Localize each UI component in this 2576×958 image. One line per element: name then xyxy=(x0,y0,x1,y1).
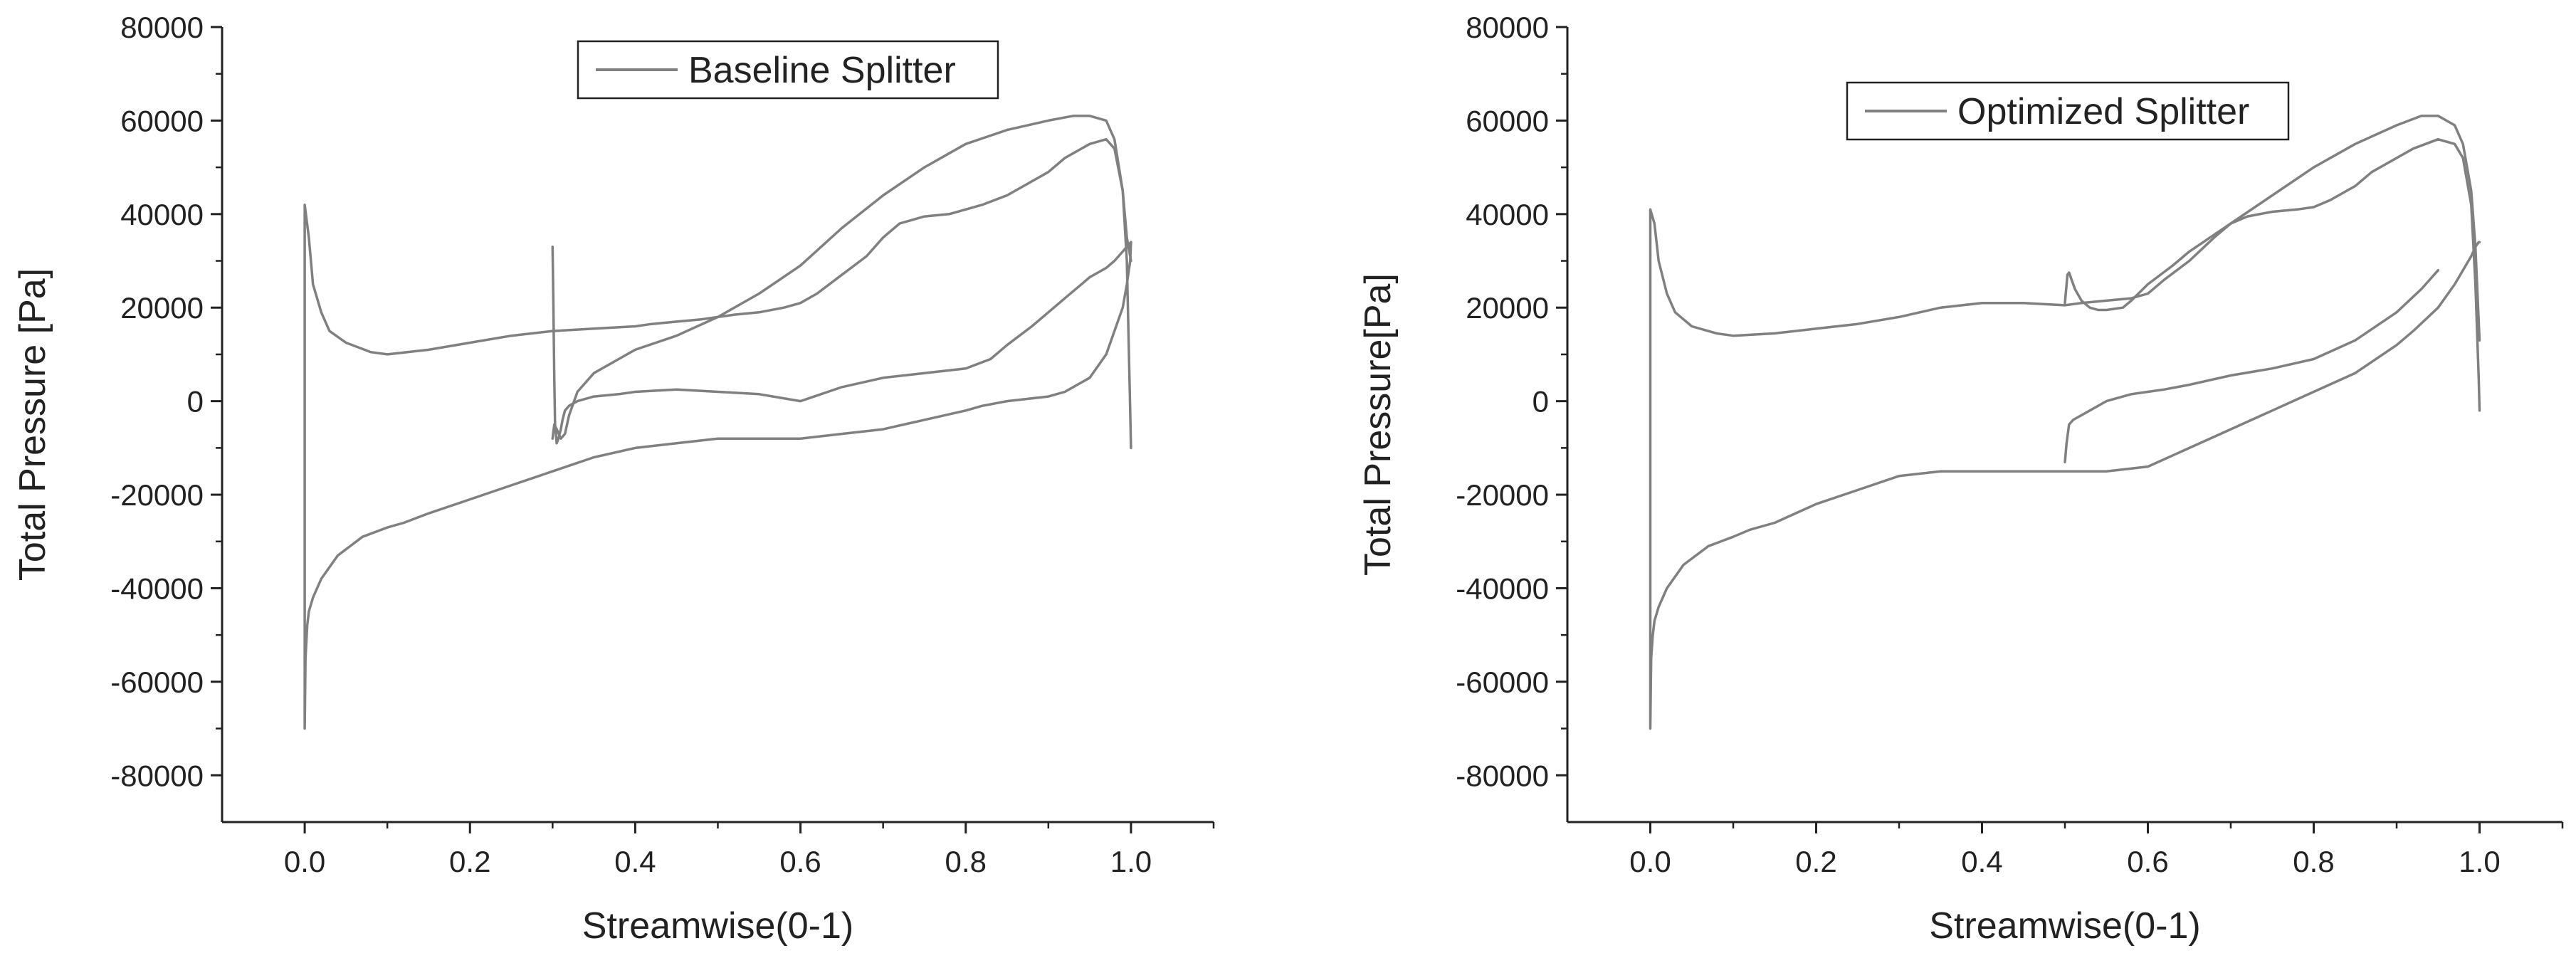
x-tick-label: 0.4 xyxy=(1961,845,2002,878)
y-tick-label: -60000 xyxy=(110,665,204,699)
x-tick-label: 0.2 xyxy=(1795,845,1836,878)
y-tick-label: 0 xyxy=(187,385,204,419)
series-line-1 xyxy=(1649,137,2481,730)
x-tick-label: 0.8 xyxy=(945,845,987,878)
y-tick-label: -80000 xyxy=(110,759,204,792)
x-axis-title: Streamwise(0-1) xyxy=(582,905,853,947)
x-tick-label: 0.0 xyxy=(1629,845,1671,878)
x-tick-label: 1.0 xyxy=(1110,845,1152,878)
y-axis-title: Total Pressure[Pa] xyxy=(1357,273,1399,576)
y-tick-label: 0 xyxy=(1533,385,1549,419)
x-axis-title: Streamwise(0-1) xyxy=(1929,905,2200,947)
y-tick-label: 60000 xyxy=(120,104,204,137)
x-tick-label: 0.2 xyxy=(449,845,490,878)
legend: Optimized Splitter xyxy=(1846,81,2290,141)
series-line-1 xyxy=(303,137,1132,730)
series-line-2 xyxy=(2064,268,2440,463)
y-axis-title: Total Pressure [Pa] xyxy=(12,268,53,581)
y-tick-label: -20000 xyxy=(1456,478,1549,512)
y-tick-label: 60000 xyxy=(1466,104,1549,137)
y-tick-label: -60000 xyxy=(1456,665,1549,699)
series-line-2 xyxy=(551,241,1132,445)
y-tick-label: -20000 xyxy=(110,478,204,512)
legend: Baseline Splitter xyxy=(577,40,999,100)
x-tick-label: 0.4 xyxy=(614,845,656,878)
series-line-3 xyxy=(551,115,1132,440)
chart-panel-2: -80000 -60000 -40000 -20000 0 20000 40000 60000… xyxy=(1357,11,2564,947)
y-tick-label: 80000 xyxy=(1466,11,1549,44)
y-tick-label: -80000 xyxy=(1456,759,1549,792)
chart-panel-1: -80000 -60000 -40000 -20000 0 20000 40000 60000… xyxy=(12,11,1215,947)
x-tick-label: 0.6 xyxy=(2127,845,2168,878)
x-tick-label: 1.0 xyxy=(2459,845,2500,878)
x-tick-label: 0.8 xyxy=(2293,845,2334,878)
y-tick-label: 20000 xyxy=(1466,291,1549,325)
y-tick-label: 40000 xyxy=(1466,198,1549,231)
y-tick-label: -40000 xyxy=(110,572,204,605)
series-line-3 xyxy=(2064,115,2481,342)
y-tick-label: 80000 xyxy=(120,11,204,44)
legend-label: Baseline Splitter xyxy=(688,50,956,91)
x-tick-label: 0.0 xyxy=(284,845,325,878)
x-tick-label: 0.6 xyxy=(779,845,821,878)
y-tick-label: 40000 xyxy=(120,198,204,231)
legend-label: Optimized Splitter xyxy=(1957,91,2249,132)
y-tick-label: 20000 xyxy=(120,291,204,325)
y-tick-label: -40000 xyxy=(1456,572,1549,605)
